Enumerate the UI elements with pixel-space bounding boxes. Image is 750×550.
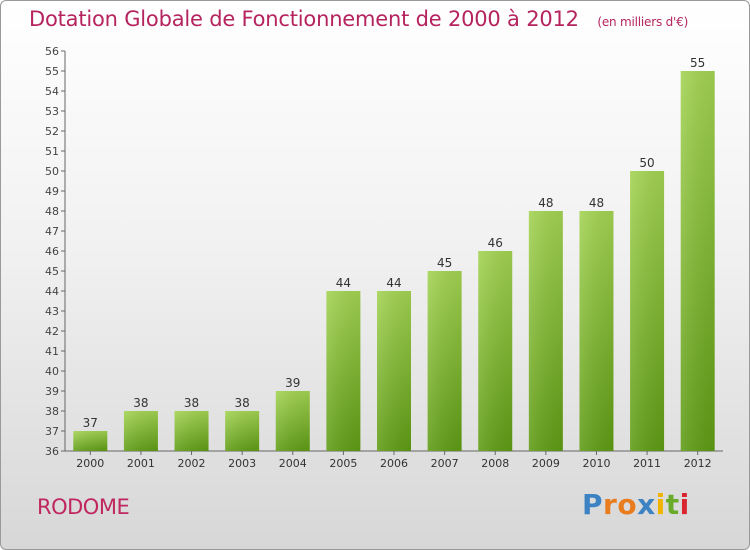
- x-tick-label: 2000: [76, 457, 104, 470]
- chart-title-block: Dotation Globale de Fonctionnement de 20…: [29, 7, 688, 31]
- x-tick-label: 2005: [329, 457, 357, 470]
- commune-name: RODOME: [37, 495, 130, 519]
- chart-bars: [73, 71, 715, 451]
- bar-value-label: 48: [538, 196, 553, 210]
- bar-shade: [275, 391, 310, 451]
- y-tick-label: 48: [45, 205, 59, 218]
- bar-value-label: 45: [437, 256, 452, 270]
- bar-value-label: 44: [386, 276, 401, 290]
- bar-shade: [225, 411, 260, 451]
- bar-shade: [478, 251, 513, 451]
- bar-value-label: 55: [690, 56, 705, 70]
- bar-shade: [174, 411, 209, 451]
- bar-value-label: 38: [235, 396, 250, 410]
- bar-shade: [326, 291, 361, 451]
- y-tick-label: 39: [45, 385, 59, 398]
- bar-shade: [528, 211, 563, 451]
- bar-shade: [579, 211, 614, 451]
- chart-subtitle: (en milliers d'€): [597, 15, 689, 29]
- x-tick-label: 2011: [633, 457, 661, 470]
- bar-shade: [73, 431, 108, 451]
- bar-value-label: 48: [589, 196, 604, 210]
- bar-value-label: 46: [488, 236, 503, 250]
- bar-shade: [680, 71, 715, 451]
- y-tick-label: 56: [45, 45, 59, 58]
- x-tick-label: 2001: [127, 457, 155, 470]
- y-tick-label: 49: [45, 185, 59, 198]
- y-tick-label: 51: [45, 145, 59, 158]
- logo-letter: t: [665, 488, 680, 521]
- x-tick-label: 2007: [431, 457, 459, 470]
- bar-value-label: 50: [639, 156, 654, 170]
- bar-value-label: 39: [285, 376, 300, 390]
- y-tick-label: 37: [45, 425, 59, 438]
- logo-letter: P: [582, 488, 604, 521]
- y-tick-label: 55: [45, 65, 59, 78]
- y-tick-label: 54: [45, 85, 59, 98]
- y-tick-label: 40: [45, 365, 59, 378]
- logo-letter: r: [603, 488, 618, 521]
- y-tick-label: 43: [45, 305, 59, 318]
- x-tick-label: 2010: [582, 457, 610, 470]
- x-tick-label: 2004: [279, 457, 307, 470]
- y-tick-label: 53: [45, 105, 59, 118]
- bar-shade: [630, 171, 665, 451]
- bar-value-label: 44: [336, 276, 351, 290]
- chart-title: Dotation Globale de Fonctionnement de 20…: [29, 7, 579, 31]
- y-tick-label: 36: [45, 445, 59, 458]
- bar-shade: [377, 291, 411, 451]
- y-tick-label: 38: [45, 405, 59, 418]
- x-tick-label: 2002: [178, 457, 206, 470]
- x-tick-label: 2006: [380, 457, 408, 470]
- chart-axes: 36 37 38 39 40 41 42 43 44 45 46 47 48 49 50 51 52 53 54 55…: [45, 45, 723, 470]
- x-tick-label: 2008: [481, 457, 509, 470]
- logo-letter: o: [617, 488, 638, 521]
- logo-letter: i: [679, 488, 690, 521]
- x-tick-label: 2003: [228, 457, 256, 470]
- chart-value-labels: 37 38 38 38 39 44 44 45 46 48 48 50 55: [83, 56, 706, 430]
- bar-shade: [123, 411, 158, 451]
- bar-value-label: 38: [133, 396, 148, 410]
- bar-value-label: 38: [184, 396, 199, 410]
- x-tick-label: 2009: [532, 457, 560, 470]
- y-tick-label: 44: [45, 285, 59, 298]
- y-tick-label: 52: [45, 125, 59, 138]
- logo-letter: i: [655, 488, 666, 521]
- logo-letter: x: [637, 488, 656, 521]
- proxiti-logo[interactable]: Proxiti: [582, 488, 690, 521]
- bar-value-label: 37: [83, 416, 98, 430]
- y-tick-label: 41: [45, 345, 59, 358]
- y-tick-label: 46: [45, 245, 59, 258]
- y-tick-label: 50: [45, 165, 59, 178]
- y-tick-label: 47: [45, 225, 59, 238]
- y-tick-label: 45: [45, 265, 59, 278]
- bar-shade: [427, 271, 462, 451]
- x-tick-label: 2012: [684, 457, 712, 470]
- y-tick-label: 42: [45, 325, 59, 338]
